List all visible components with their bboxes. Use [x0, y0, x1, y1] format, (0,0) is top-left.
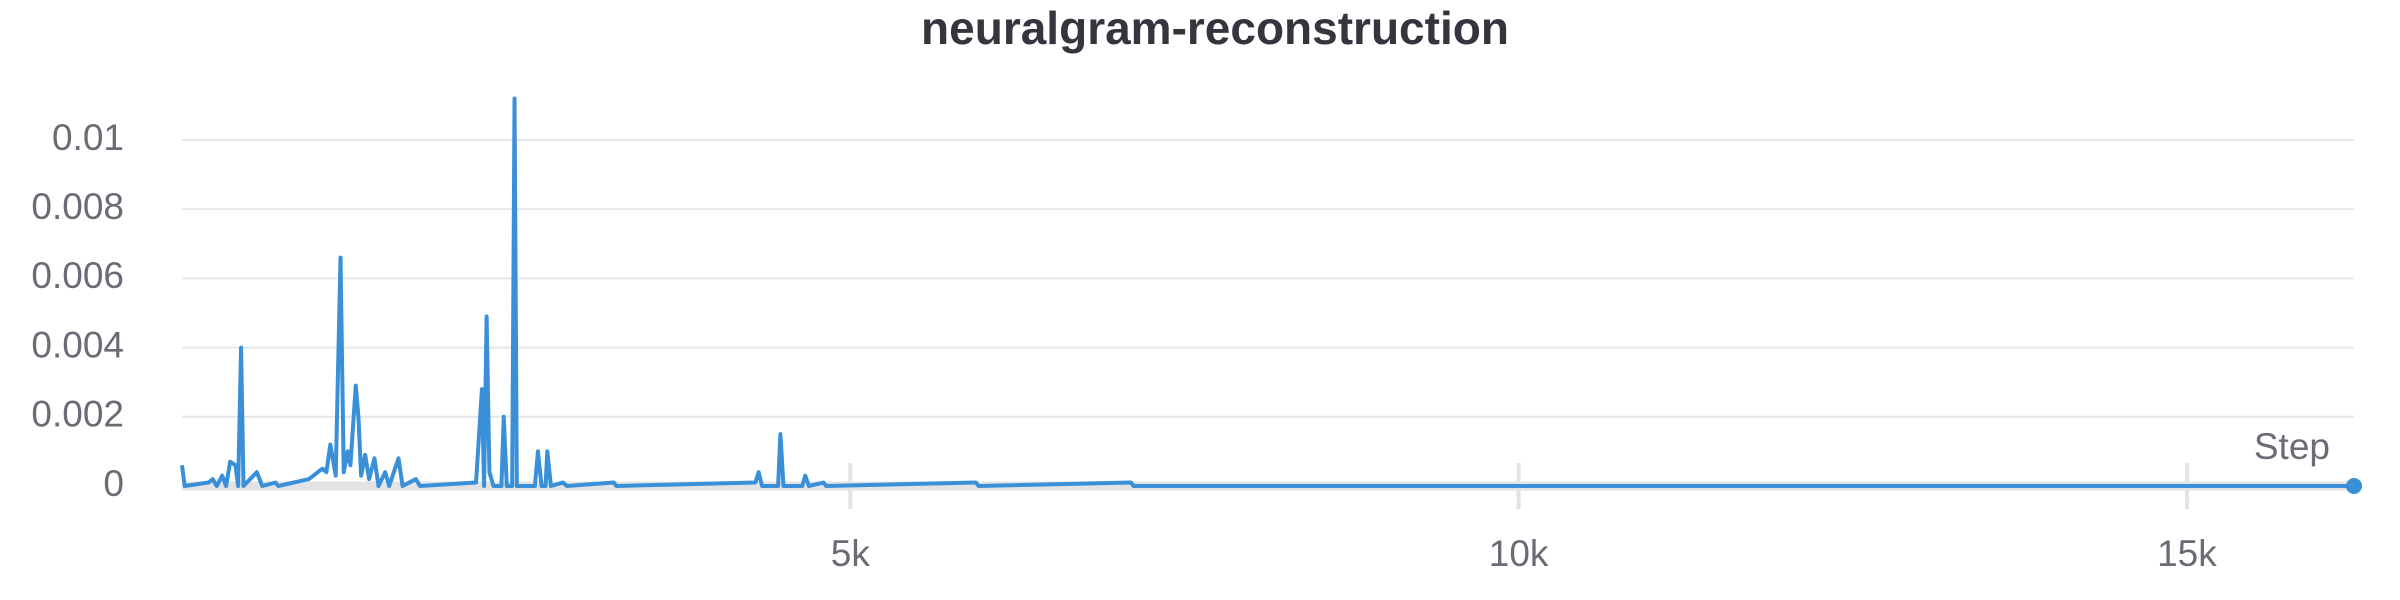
chart-title: neuralgram-reconstruction: [921, 2, 1509, 54]
last-point: [2346, 478, 2362, 494]
series-line: [180, 96, 2354, 488]
x-axis-label: Step: [2254, 426, 2330, 467]
y-tick-label: 0.008: [31, 186, 124, 227]
y-tick-label: 0: [103, 463, 124, 504]
y-tick-label: 0.002: [31, 394, 124, 435]
x-tick-label: 5k: [831, 533, 871, 574]
y-tick-label: 0.004: [31, 324, 124, 365]
x-tick-label: 15k: [2157, 533, 2217, 574]
x-tick-label: 10k: [1489, 533, 1549, 574]
y-tick-label: 0.006: [31, 255, 124, 296]
y-tick-label: 0.01: [52, 117, 124, 158]
